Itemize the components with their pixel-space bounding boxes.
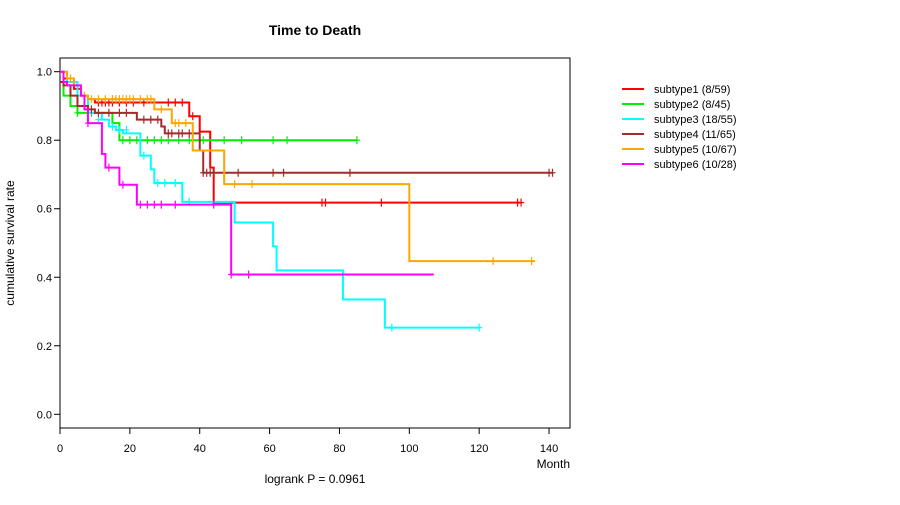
x-tick-label: 40 (194, 443, 206, 455)
legend-label: subtype2 (8/45) (654, 99, 730, 111)
legend-item: subtype5 (10/67) (622, 144, 737, 156)
y-tick-label: 1.0 (37, 67, 52, 79)
y-tick-label: 0.0 (37, 409, 52, 421)
y-axis: 0.0 0.2 0.4 0.6 0.8 1.0 (37, 67, 60, 421)
x-tick-label: 60 (263, 443, 275, 455)
legend-item: subtype3 (18/55) (622, 114, 737, 126)
legend-item: subtype2 (8/45) (622, 99, 730, 111)
survival-curve (60, 70, 480, 329)
y-tick-label: 0.4 (37, 272, 52, 284)
x-tick-label: 140 (540, 443, 558, 455)
survival-curve (60, 70, 536, 263)
chart-title: Time to Death (269, 22, 361, 38)
series-5 (60, 70, 536, 266)
survival-curve (60, 80, 553, 174)
logrank-p-value: logrank P = 0.0961 (265, 472, 366, 486)
x-axis: 0 20 40 60 80 100 120 140 (57, 428, 558, 455)
x-tick-label: 0 (57, 443, 63, 455)
plot-frame (59, 57, 571, 429)
series-layer (60, 70, 556, 332)
legend-item: subtype4 (11/65) (622, 129, 736, 141)
legend-label: subtype3 (18/55) (654, 114, 737, 126)
legend-item: subtype1 (8/59) (622, 84, 730, 96)
survival-curve (60, 70, 434, 276)
legend: subtype1 (8/59) subtype2 (8/45) subtype3 (… (622, 84, 737, 171)
legend-label: subtype5 (10/67) (654, 144, 737, 156)
legend-label: subtype1 (8/59) (654, 84, 730, 96)
survival-curve (60, 70, 522, 204)
y-tick-label: 0.2 (37, 341, 52, 353)
x-tick-label: 80 (333, 443, 345, 455)
series-6 (60, 70, 434, 279)
legend-label: subtype6 (10/28) (654, 159, 737, 171)
y-tick-label: 0.6 (37, 204, 52, 216)
series-3 (60, 70, 483, 332)
y-tick-label: 0.8 (37, 135, 52, 147)
legend-label: subtype4 (11/65) (654, 129, 736, 141)
x-tick-label: 20 (124, 443, 136, 455)
y-axis-label: cumulative survival rate (3, 180, 17, 306)
survival-curve (60, 70, 357, 142)
series-4 (60, 80, 556, 177)
x-tick-label: 100 (400, 443, 418, 455)
x-tick-label: 120 (470, 443, 488, 455)
legend-item: subtype6 (10/28) (622, 159, 737, 171)
x-axis-label: Month (537, 457, 570, 471)
